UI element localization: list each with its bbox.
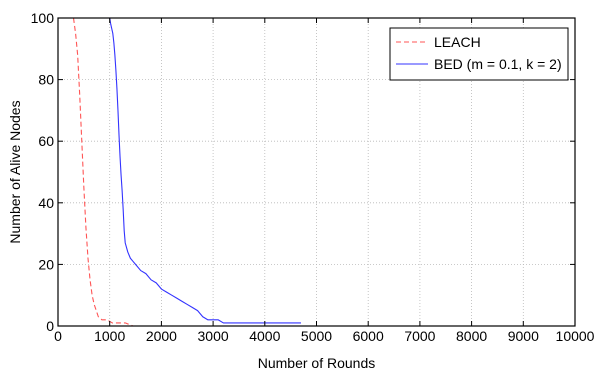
x-tick-label-1000: 1000 bbox=[94, 328, 125, 344]
y-axis-title: Number of Alive Nodes bbox=[7, 100, 23, 243]
x-axis-title: Number of Rounds bbox=[258, 355, 376, 371]
y-tick-label-20: 20 bbox=[38, 256, 54, 272]
series-lines bbox=[58, 17, 301, 327]
x-tick-label-7000: 7000 bbox=[404, 328, 435, 344]
legend-box bbox=[389, 27, 569, 81]
x-tick-label-0: 0 bbox=[54, 328, 62, 344]
y-tick-label-80: 80 bbox=[38, 72, 54, 88]
x-tick-label-2000: 2000 bbox=[146, 328, 177, 344]
x-tick-label-9000: 9000 bbox=[508, 328, 539, 344]
y-tick-label-60: 60 bbox=[38, 133, 54, 149]
legend: LEACH BED (m = 0.1, k = 2) bbox=[389, 27, 569, 81]
legend-label-leach: LEACH bbox=[434, 34, 481, 50]
y-tick-label-100: 100 bbox=[31, 10, 55, 26]
x-tick-label-4000: 4000 bbox=[249, 328, 280, 344]
axes bbox=[57, 17, 576, 327]
y-tick-label-0: 0 bbox=[46, 318, 54, 334]
x-tick-label-6000: 6000 bbox=[353, 328, 384, 344]
series-line-1 bbox=[58, 17, 301, 324]
tick-labels: 0 1000 2000 3000 4000 5000 6000 7000 8000 9000 100… bbox=[31, 10, 595, 344]
series-line-0 bbox=[72, 17, 134, 327]
x-tick-label-8000: 8000 bbox=[456, 328, 487, 344]
x-tick-label-5000: 5000 bbox=[301, 328, 332, 344]
x-tick-label-10000: 10000 bbox=[556, 328, 595, 344]
legend-label-bed: BED (m = 0.1, k = 2) bbox=[434, 56, 562, 72]
x-tick-label-3000: 3000 bbox=[198, 328, 229, 344]
y-tick-label-40: 40 bbox=[38, 195, 54, 211]
